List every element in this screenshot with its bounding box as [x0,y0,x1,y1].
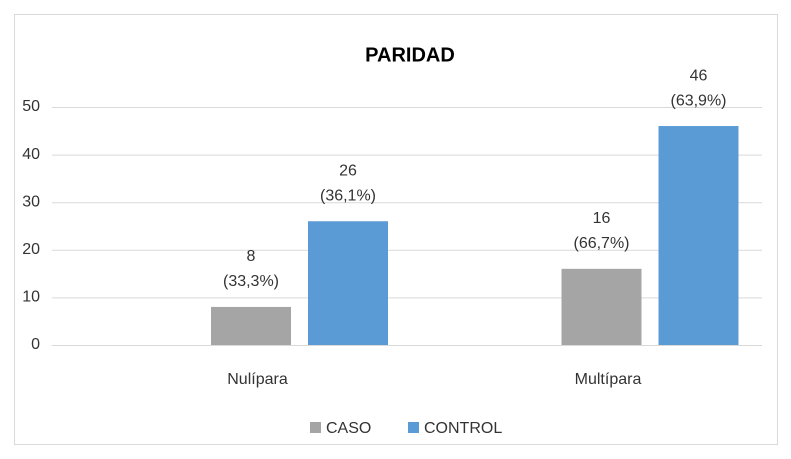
y-tick-label: 30 [22,193,40,210]
data-label: (63,9%) [670,92,726,109]
data-label: (66,7%) [573,235,629,252]
data-label: 8 [247,248,256,265]
x-tick-label: Multípara [575,371,642,388]
chart-title: PARIDAD [365,44,455,66]
y-tick-label: 0 [31,336,40,353]
bar [561,268,642,345]
bar [308,221,388,345]
legend-label: CONTROL [424,420,502,437]
data-label: (33,3%) [223,273,279,290]
y-tick-label: 20 [22,241,40,258]
x-tick-label: Nulípara [227,371,288,388]
data-label: 16 [593,210,611,227]
legend-swatch [408,422,419,433]
y-tick-label: 10 [22,289,40,306]
legend-label: CASO [326,420,371,437]
data-label: (36,1%) [320,187,376,204]
data-label: 46 [690,67,708,84]
data-label: 26 [339,162,357,179]
chart-border [14,14,778,445]
y-tick-label: 50 [22,98,40,115]
y-tick-label: 40 [22,146,40,163]
bar [211,306,291,345]
legend-swatch [310,422,321,433]
bar [658,126,739,345]
